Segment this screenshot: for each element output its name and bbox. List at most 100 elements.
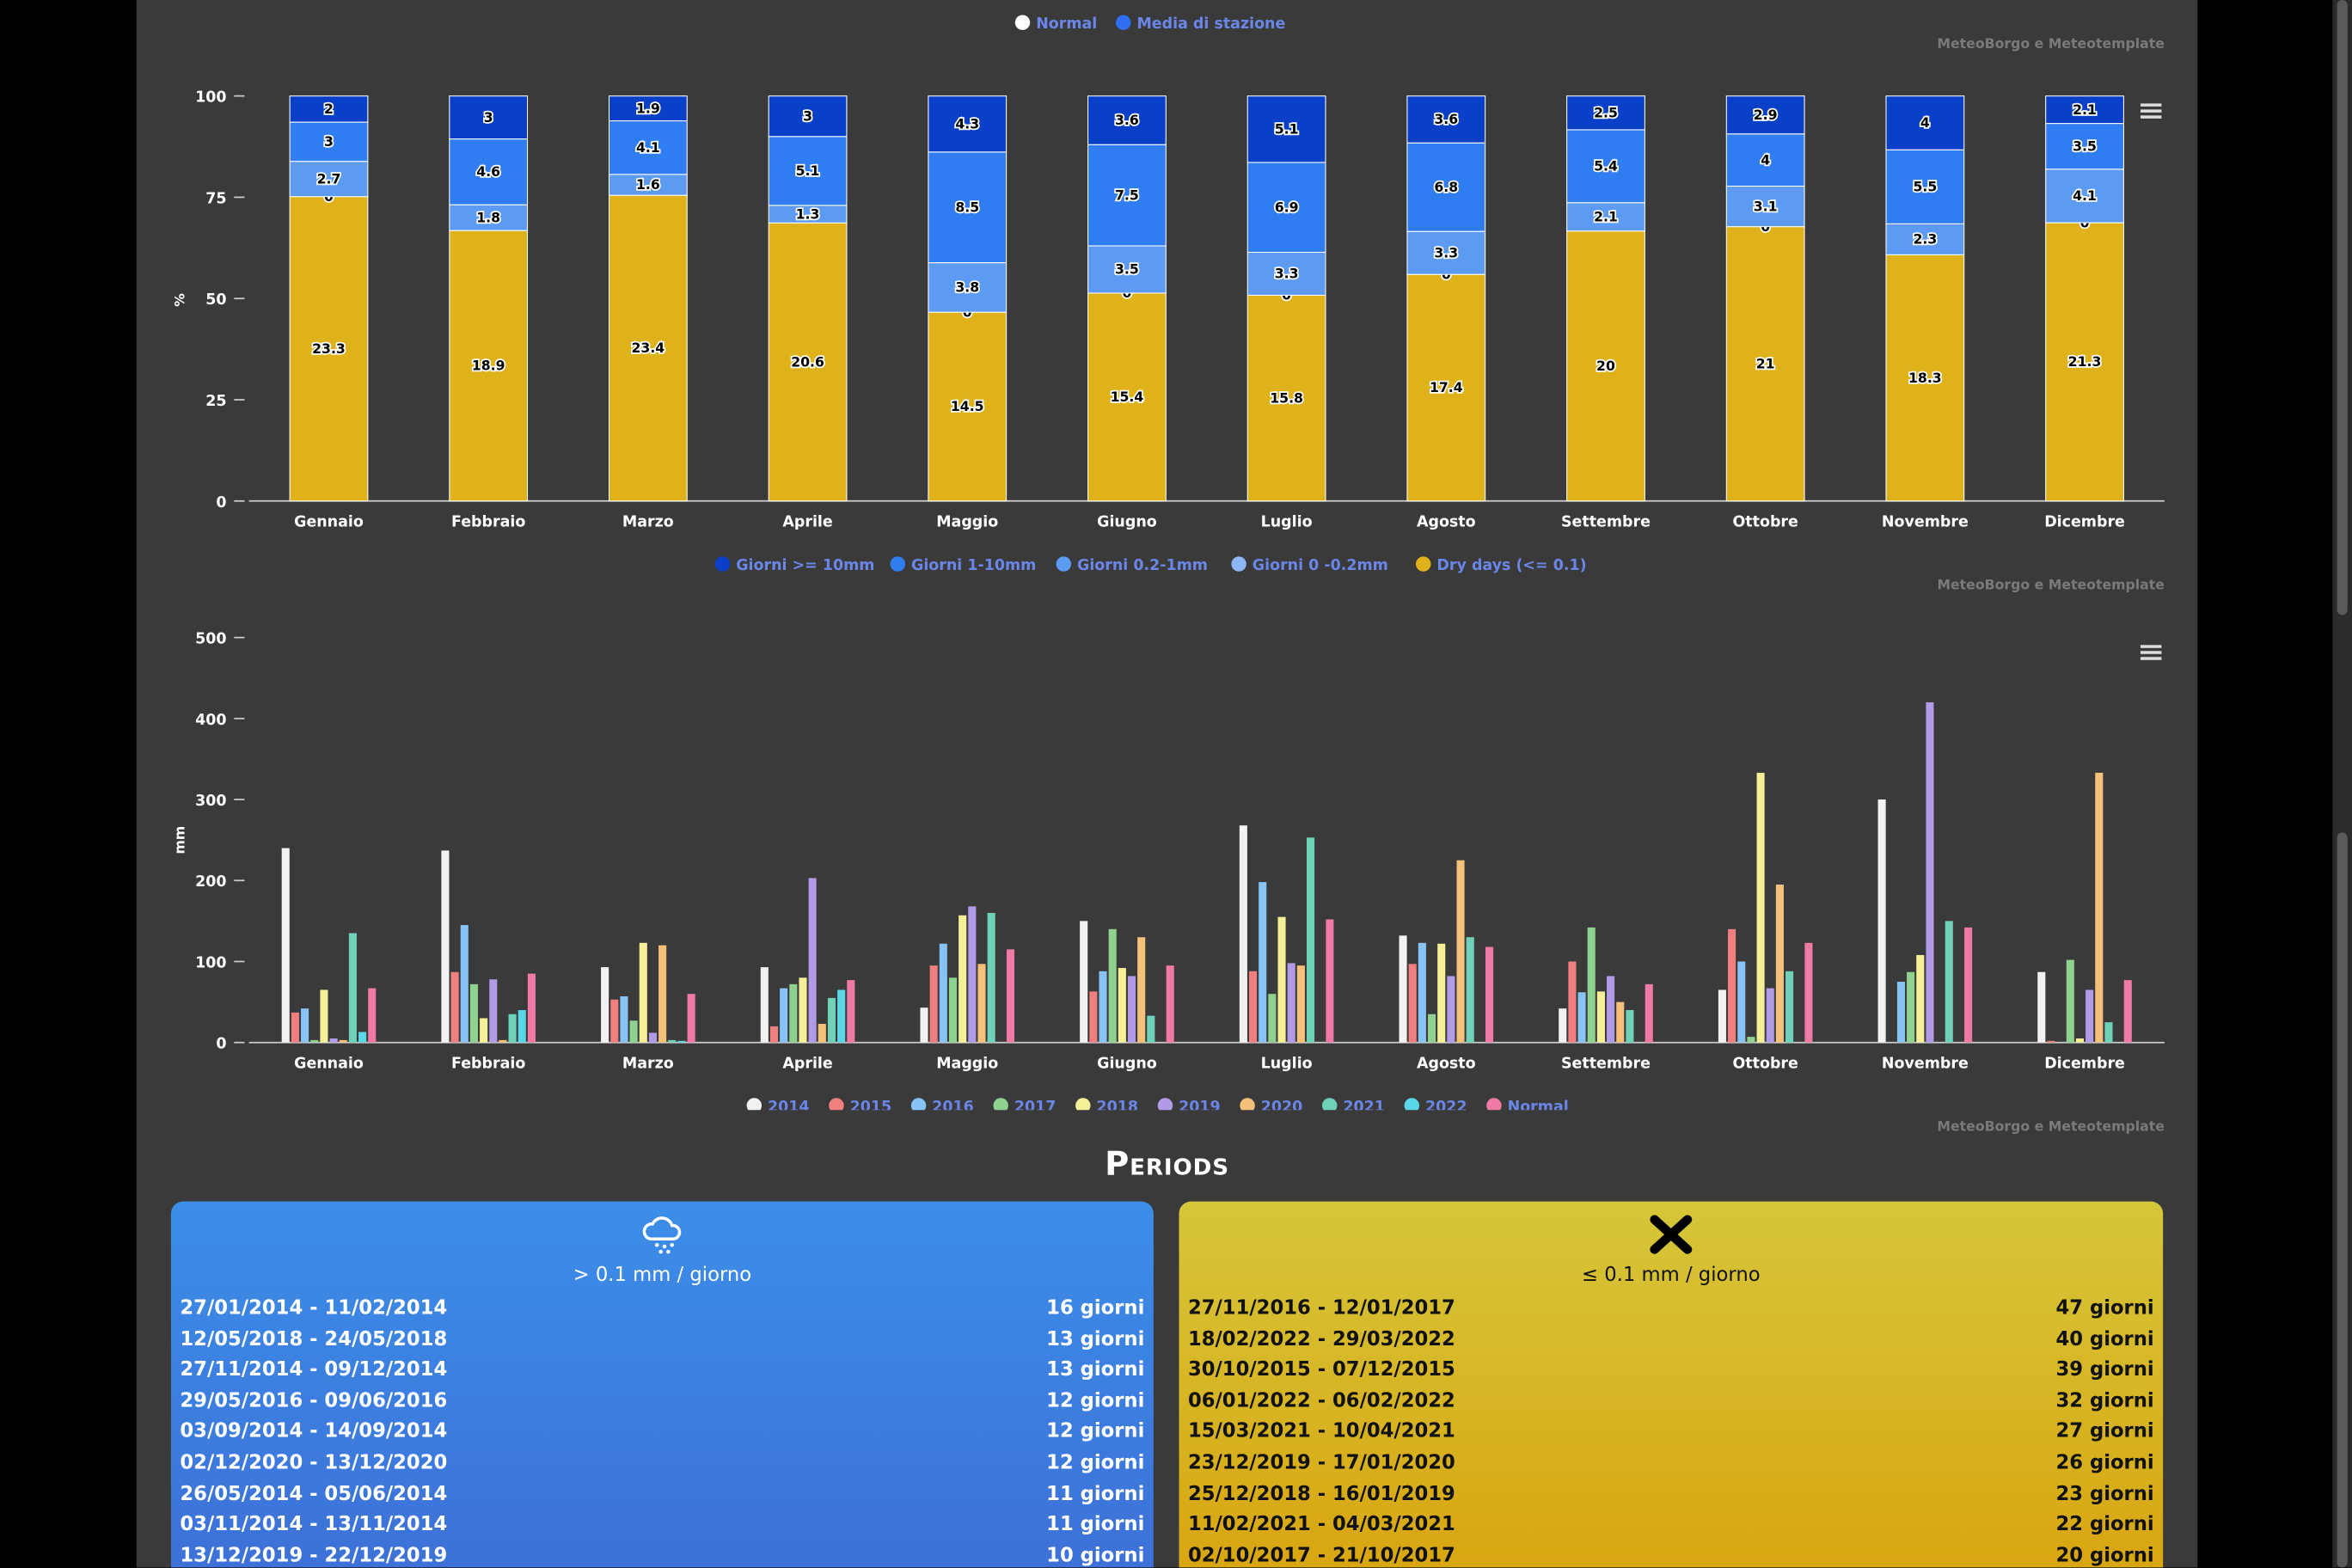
bar-2015[interactable] [450,971,459,1043]
bar-2020[interactable] [2095,772,2104,1043]
bar-2017[interactable] [469,983,478,1043]
bar-2017[interactable] [1587,927,1596,1043]
bar-segment-giorni-0-2-1mm[interactable] [1725,186,1805,228]
bar-2014[interactable] [601,967,609,1043]
bar-segment-dry-days-0-1[interactable] [1246,294,1326,502]
legend-item-normal[interactable]: Normal [1014,15,1098,33]
bar-segment-giorni-10mm[interactable] [1725,95,1805,135]
bar-normal[interactable] [687,994,695,1043]
bar-2014[interactable] [1399,935,1407,1043]
legend-item-2016[interactable]: 2016 [910,1098,974,1111]
bar-segment-giorni-1-10mm[interactable] [1087,144,1167,247]
bar-2015[interactable] [1089,991,1098,1043]
bar-2021[interactable] [348,933,357,1043]
bar-normal[interactable] [1006,949,1015,1043]
bar-segment-dry-days-0-1[interactable] [1725,226,1805,502]
bar-2014[interactable] [1080,921,1088,1043]
bar-normal[interactable] [1166,965,1174,1043]
bar-ottobre[interactable]: 2103.142.9 [1725,95,1805,502]
legend-item-giorni-0-0-2mm[interactable]: Giorni 0 -0.2mm [1231,556,1388,574]
scrollbar-thumb[interactable] [2337,0,2348,616]
bar-2021[interactable] [1147,1015,1155,1043]
bar-segment-giorni-1-10mm[interactable] [289,121,369,162]
chart2-menu-button[interactable] [2137,642,2164,663]
bar-segment-giorni-10mm[interactable] [1246,95,1326,163]
legend-item-normal[interactable]: Normal [1486,1098,1569,1111]
bar-normal[interactable] [2123,980,2132,1043]
bar-segment-giorni-0-2-1mm[interactable] [1406,230,1486,275]
bar-segment-giorni-1-10mm[interactable] [1725,133,1805,187]
bar-2018[interactable] [1118,968,1126,1043]
bar-2015[interactable] [1408,964,1417,1043]
bar-2020[interactable] [977,964,986,1043]
legend-item-giorni-1-10mm[interactable]: Giorni 1-10mm [890,556,1037,574]
bar-2018[interactable] [799,977,807,1043]
bar-segment-dry-days-0-1[interactable] [2045,222,2124,502]
bar-2019[interactable] [1766,988,1774,1043]
bar-2014[interactable] [1239,825,1247,1043]
bar-2021[interactable] [827,997,836,1043]
bar-2019[interactable] [1607,976,1615,1043]
bar-2016[interactable] [620,995,628,1043]
bar-2019[interactable] [2086,989,2094,1043]
bar-segment-dry-days-0-1[interactable] [449,230,529,502]
bar-segment-giorni-10mm[interactable] [2045,95,2124,125]
bar-2020[interactable] [658,945,667,1043]
bar-2022[interactable] [358,1032,367,1043]
legend-item-2020[interactable]: 2020 [1240,1098,1302,1111]
bar-2018[interactable] [1596,991,1605,1043]
bar-giugno[interactable]: 15.403.57.53.6 [1087,95,1167,502]
bar-2017[interactable] [1747,1037,1755,1043]
bar-2021[interactable] [1626,1010,1634,1043]
legend-item-2014[interactable]: 2014 [746,1098,810,1111]
bar-segment-giorni-1-10mm[interactable] [928,151,1008,264]
bar-2020[interactable] [499,1039,507,1043]
legend-item-2018[interactable]: 2018 [1075,1098,1138,1111]
bar-2021[interactable] [1466,937,1474,1043]
bar-2019[interactable] [1127,976,1136,1043]
bar-normal[interactable] [368,988,377,1043]
bar-normal[interactable] [1645,983,1653,1043]
bar-normal[interactable] [1485,946,1494,1043]
bar-2014[interactable] [2037,971,2046,1043]
bar-2015[interactable] [2047,1040,2055,1043]
bar-2017[interactable] [310,1039,319,1043]
bar-2014[interactable] [760,967,769,1043]
bar-dicembre[interactable]: 21.304.13.52.1 [2045,95,2124,502]
bar-2019[interactable] [489,979,498,1043]
bar-segment-giorni-10mm[interactable] [1566,95,1645,131]
legend-item-2019[interactable]: 2019 [1157,1098,1221,1111]
bar-segment-dry-days-0-1[interactable] [928,311,1008,502]
bar-2015[interactable] [1728,928,1736,1043]
bar-2016[interactable] [1099,971,1107,1043]
bar-segment-dry-days-0-1[interactable] [289,196,369,502]
bar-2014[interactable] [1559,1008,1567,1043]
bar-normal[interactable] [1804,942,1813,1043]
bar-segment-giorni-10mm[interactable] [1406,95,1486,144]
legend-item-giorni-0-2-1mm[interactable]: Giorni 0.2-1mm [1056,556,1208,574]
bar-2017[interactable] [1428,1014,1436,1043]
bar-segment-giorni-1-10mm[interactable] [1566,129,1645,204]
bar-2020[interactable] [1456,860,1465,1043]
bar-luglio[interactable]: 15.803.36.95.1 [1246,95,1326,502]
bar-segment-giorni-10mm[interactable] [768,95,848,138]
bar-segment-dry-days-0-1[interactable] [1087,292,1167,502]
bar-normal[interactable] [1964,927,1973,1043]
legend-item-2022[interactable]: 2022 [1404,1098,1467,1111]
bar-2014[interactable] [1718,989,1726,1043]
bar-2021[interactable] [1306,837,1315,1043]
bar-2015[interactable] [1568,961,1577,1043]
bar-2015[interactable] [291,1012,299,1043]
bar-2014[interactable] [920,1008,928,1043]
legend-item-2015[interactable]: 2015 [829,1098,891,1111]
bar-2017[interactable] [1108,928,1117,1043]
bar-2018[interactable] [2075,1038,2085,1043]
bar-2020[interactable] [1296,965,1305,1043]
bar-2017[interactable] [629,1020,638,1043]
bar-2020[interactable] [1616,1001,1625,1043]
bar-2016[interactable] [1259,882,1267,1043]
bar-2017[interactable] [1268,994,1277,1043]
bar-2018[interactable] [1437,943,1446,1043]
bar-2019[interactable] [329,1038,338,1043]
bar-2018[interactable] [639,942,647,1043]
